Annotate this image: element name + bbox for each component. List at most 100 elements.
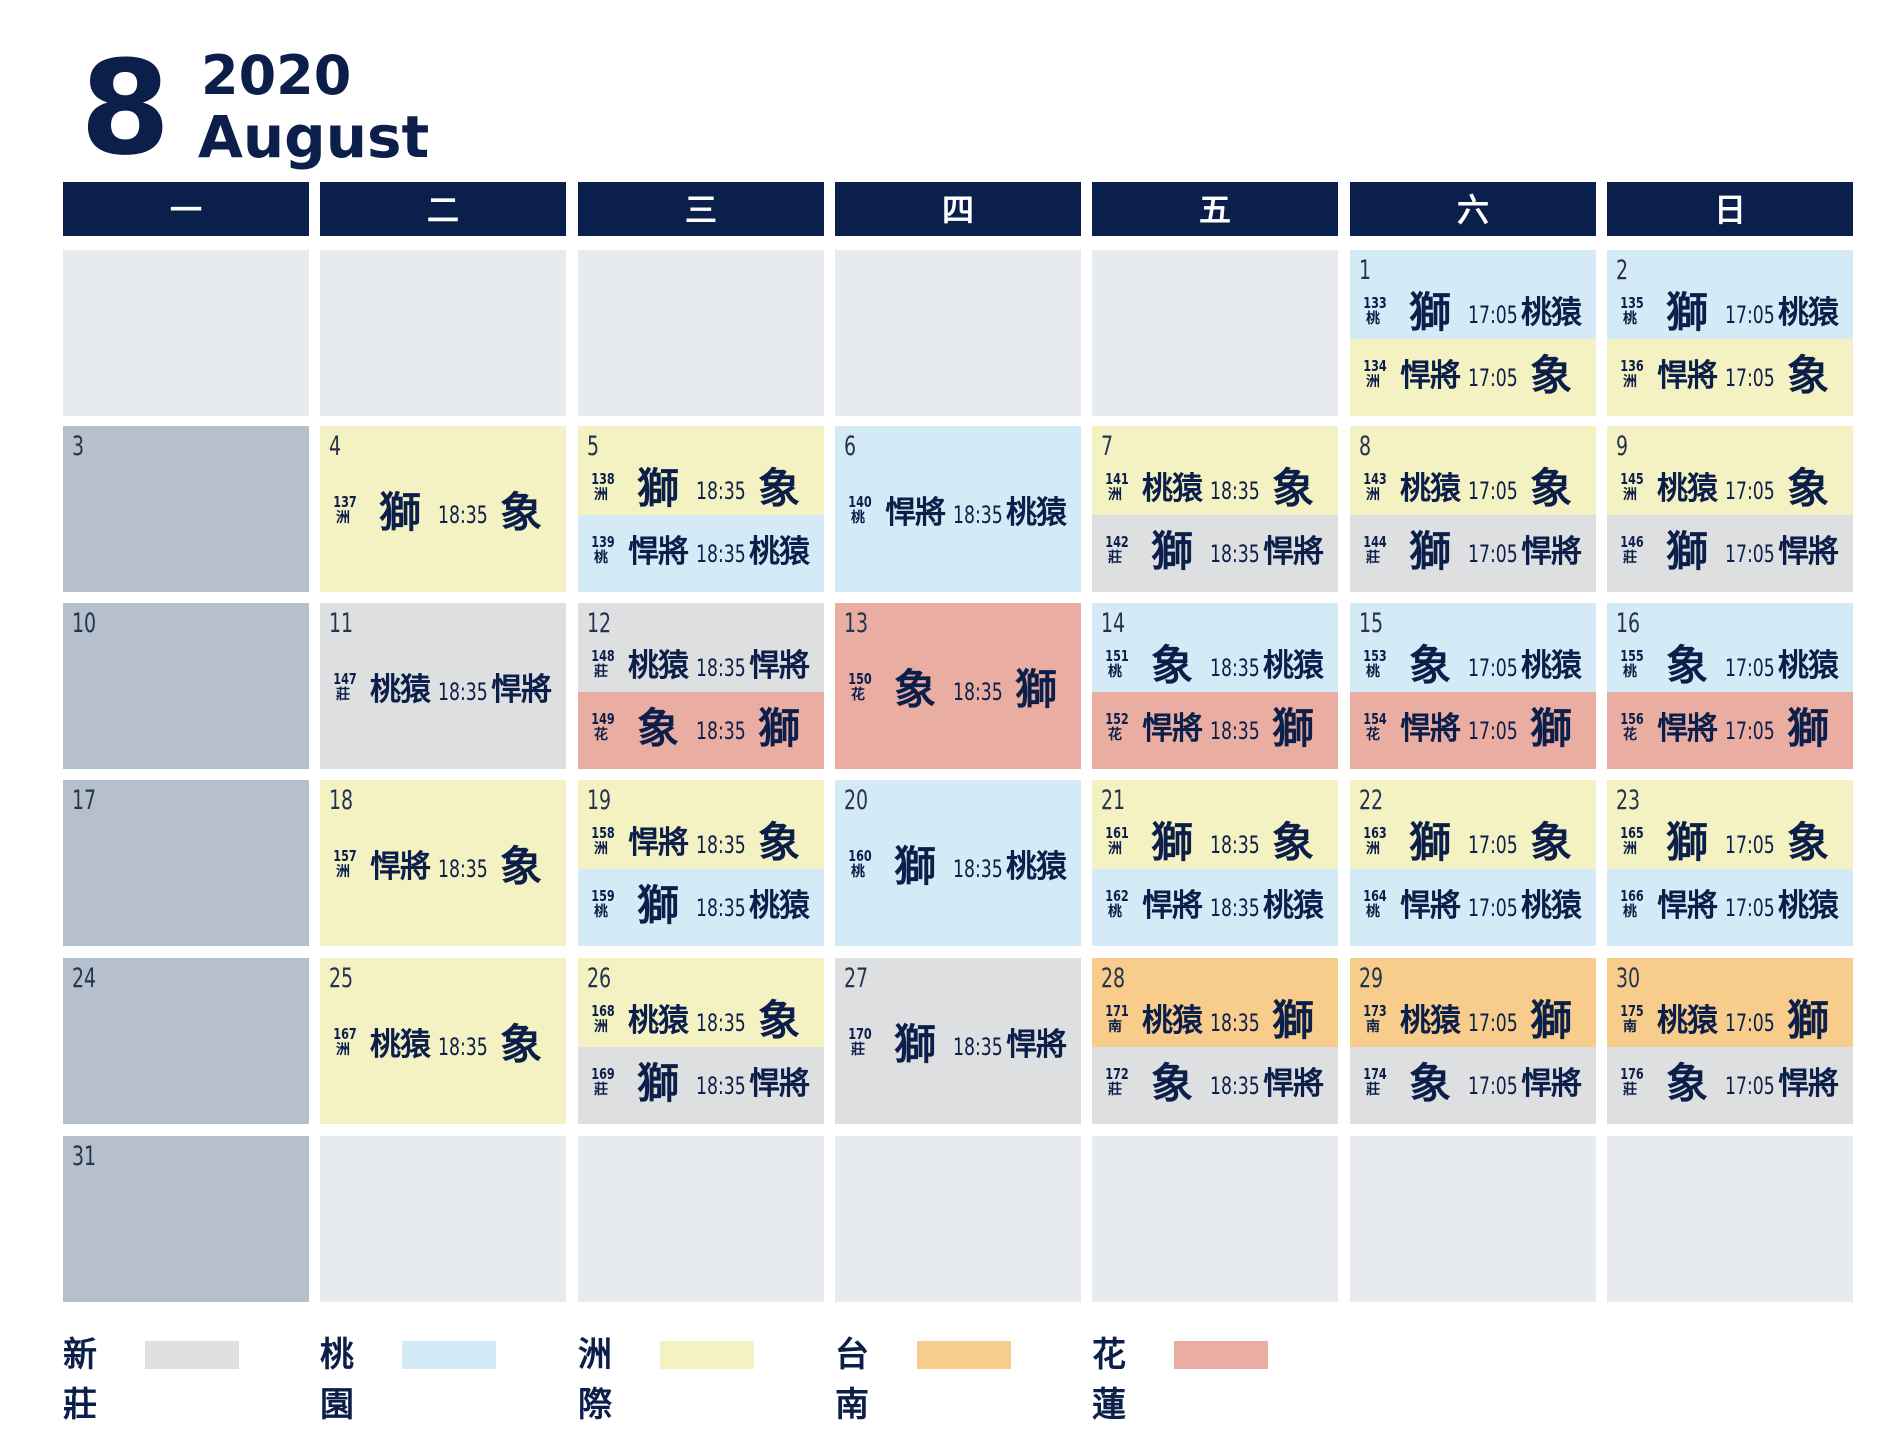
venue-abbrev: 桃: [1366, 311, 1380, 327]
game-slot[interactable]: 168 洲桃猿 18:35 象: [578, 958, 824, 1047]
day-cell: 30 175 南桃猿 17:05 獅 176 莊象 17:05 悍將: [1607, 958, 1853, 1124]
venue-abbrev: 南: [1623, 1019, 1637, 1035]
year-label: 2020: [201, 44, 352, 107]
game-number: 161 洲: [1102, 826, 1128, 857]
day-cell: [835, 250, 1081, 416]
game-slot[interactable]: 153 桃象 17:05 桃猿: [1350, 603, 1596, 692]
game-slot[interactable]: 139 桃悍將 18:35 桃猿: [578, 515, 824, 592]
away-team: 獅: [636, 1059, 679, 1108]
game-slot[interactable]: 176 莊象 17:05 悍將: [1607, 1047, 1853, 1124]
game-time: 17:05: [1725, 364, 1775, 392]
game-slot[interactable]: 140 桃悍將 18:35 桃猿: [835, 426, 1081, 592]
game-slot[interactable]: 149 花象 18:35 獅: [578, 692, 824, 769]
game-slot[interactable]: 137 洲獅 18:35 象: [320, 426, 566, 592]
game-number: 166 桃: [1617, 889, 1643, 920]
game-slot[interactable]: 173 南桃猿 17:05 獅: [1350, 958, 1596, 1047]
away-team: 獅: [1408, 818, 1451, 867]
game-slot[interactable]: 167 洲桃猿 18:35 象: [320, 958, 566, 1124]
day-cell: 25 167 洲桃猿 18:35 象: [320, 958, 566, 1124]
game-slot[interactable]: 151 桃象 18:35 桃猿: [1092, 603, 1338, 692]
weekday-header: 四: [835, 182, 1081, 236]
game-time: 18:35: [953, 678, 1003, 706]
game-slot[interactable]: 156 花悍將 17:05 獅: [1607, 692, 1853, 769]
game-slot[interactable]: 145 洲桃猿 17:05 象: [1607, 426, 1853, 515]
game-slot[interactable]: 136 洲悍將 17:05 象: [1607, 339, 1853, 416]
game-slot[interactable]: 133 桃獅 17:05 桃猿: [1350, 250, 1596, 339]
home-team: 象: [499, 1020, 542, 1069]
day-number: 7: [1101, 431, 1114, 462]
game-slot[interactable]: 170 莊獅 18:35 悍將: [835, 958, 1081, 1124]
game-number-value: 152: [1105, 710, 1129, 728]
away-team: 獅: [1408, 288, 1451, 337]
game-slot[interactable]: 171 南桃猿 18:35 獅: [1092, 958, 1338, 1047]
game-slot[interactable]: 174 莊象 17:05 悍將: [1350, 1047, 1596, 1124]
weekday-header: 日: [1607, 182, 1853, 236]
venue-abbrev: 桃: [1366, 904, 1380, 920]
game-slot[interactable]: 142 莊獅 18:35 悍將: [1092, 515, 1338, 592]
game-slot[interactable]: 157 洲悍將 18:35 象: [320, 780, 566, 946]
game-slot[interactable]: 135 桃獅 17:05 桃猿: [1607, 250, 1853, 339]
game-slot[interactable]: 161 洲獅 18:35 象: [1092, 780, 1338, 869]
away-team: 桃猿: [1142, 1003, 1203, 1039]
game-slot[interactable]: 147 莊桃猿 18:35 悍將: [320, 603, 566, 769]
game-slot[interactable]: 175 南桃猿 17:05 獅: [1607, 958, 1853, 1047]
home-team: 桃猿: [1521, 888, 1582, 924]
away-team: 獅: [636, 464, 679, 513]
venue-legend: 新莊 桃園 洲際 台南 花蓮: [63, 1330, 1563, 1425]
game-time: 18:35: [438, 678, 488, 706]
game-slot[interactable]: 166 桃悍將 17:05 桃猿: [1607, 869, 1853, 946]
away-team: 悍將: [628, 825, 689, 861]
home-team: 象: [1786, 351, 1829, 400]
day-cell: 4 137 洲獅 18:35 象: [320, 426, 566, 592]
game-slot[interactable]: 148 莊桃猿 18:35 悍將: [578, 603, 824, 692]
game-slot[interactable]: 162 桃悍將 18:35 桃猿: [1092, 869, 1338, 946]
day-cell: 27 170 莊獅 18:35 悍將: [835, 958, 1081, 1124]
game-slot[interactable]: 159 桃獅 18:35 桃猿: [578, 869, 824, 946]
game-time: 17:05: [1468, 540, 1518, 568]
game-slot[interactable]: 154 花悍將 17:05 獅: [1350, 692, 1596, 769]
day-number: 25: [329, 963, 354, 994]
game-slot[interactable]: 141 洲桃猿 18:35 象: [1092, 426, 1338, 515]
game-slot[interactable]: 152 花悍將 18:35 獅: [1092, 692, 1338, 769]
game-slot[interactable]: 163 洲獅 17:05 象: [1350, 780, 1596, 869]
game-slot[interactable]: 158 洲悍將 18:35 象: [578, 780, 824, 869]
game-slot[interactable]: 134 洲悍將 17:05 象: [1350, 339, 1596, 416]
game-number-value: 161: [1105, 824, 1129, 842]
legend-label: 花蓮: [1092, 1335, 1126, 1425]
away-team: 象: [1150, 641, 1193, 690]
game-slot[interactable]: 155 桃象 17:05 桃猿: [1607, 603, 1853, 692]
day-number: 18: [329, 785, 354, 816]
venue-abbrev: 洲: [594, 841, 608, 857]
game-slot[interactable]: 165 洲獅 17:05 象: [1607, 780, 1853, 869]
game-slot[interactable]: 164 桃悍將 17:05 桃猿: [1350, 869, 1596, 946]
game-time: 17:05: [1725, 831, 1775, 859]
venue-abbrev: 莊: [594, 664, 608, 680]
day-number: 13: [844, 608, 869, 639]
game-slot[interactable]: 150 花象 18:35 獅: [835, 603, 1081, 769]
home-team: 獅: [1014, 665, 1057, 714]
game-slot[interactable]: 144 莊獅 17:05 悍將: [1350, 515, 1596, 592]
game-number-value: 149: [591, 710, 615, 728]
away-team: 獅: [1408, 527, 1451, 576]
game-number-value: 134: [1363, 357, 1387, 375]
game-time: 17:05: [1725, 477, 1775, 505]
game-slot[interactable]: 169 莊獅 18:35 悍將: [578, 1047, 824, 1124]
game-number: 173 南: [1360, 1004, 1386, 1035]
venue-abbrev: 莊: [1623, 550, 1637, 566]
away-team: 桃猿: [1657, 1003, 1718, 1039]
away-team: 悍將: [1400, 711, 1461, 747]
day-cell: 13 150 花象 18:35 獅: [835, 603, 1081, 769]
game-time: 18:35: [438, 501, 488, 529]
game-number: 142 莊: [1102, 535, 1128, 566]
home-team: 悍將: [749, 1066, 810, 1102]
game-slot[interactable]: 143 洲桃猿 17:05 象: [1350, 426, 1596, 515]
game-slot[interactable]: 138 洲獅 18:35 象: [578, 426, 824, 515]
venue-abbrev: 洲: [336, 510, 350, 526]
game-number: 141 洲: [1102, 472, 1128, 503]
game-slot[interactable]: 172 莊象 18:35 悍將: [1092, 1047, 1338, 1124]
home-team: 桃猿: [1778, 648, 1839, 684]
game-slot[interactable]: 160 桃獅 18:35 桃猿: [835, 780, 1081, 946]
venue-abbrev: 桃: [851, 864, 865, 880]
game-number: 174 莊: [1360, 1067, 1386, 1098]
game-slot[interactable]: 146 莊獅 17:05 悍將: [1607, 515, 1853, 592]
